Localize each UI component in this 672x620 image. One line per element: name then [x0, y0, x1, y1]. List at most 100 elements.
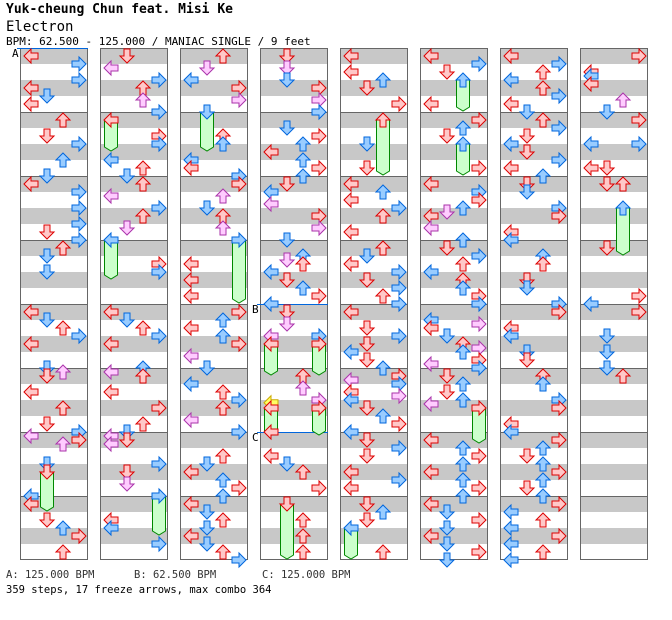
beat-stripe: [180, 336, 248, 352]
up-arrow-icon: [534, 488, 552, 504]
up-arrow-icon: [454, 200, 472, 216]
right-arrow-icon: [551, 87, 567, 105]
up-arrow-icon: [534, 112, 552, 128]
up-arrow-icon: [54, 400, 72, 416]
up-arrow-icon: [374, 408, 392, 424]
left-arrow-icon: [23, 175, 39, 193]
left-arrow-icon: [103, 303, 119, 321]
left-arrow-icon: [503, 535, 519, 553]
left-arrow-icon: [183, 347, 199, 365]
beat-stripe: [100, 528, 168, 544]
down-arrow-icon: [278, 272, 296, 288]
right-arrow-icon: [151, 455, 167, 473]
beat-stripe: [580, 336, 648, 352]
beat-stripe: [180, 464, 248, 480]
beat-stripe: [500, 80, 568, 96]
down-arrow-icon: [278, 120, 296, 136]
right-arrow-icon: [471, 543, 487, 561]
beat-stripe: [500, 464, 568, 480]
left-arrow-icon: [503, 71, 519, 89]
right-arrow-icon: [471, 159, 487, 177]
down-arrow-icon: [198, 104, 216, 120]
left-arrow-icon: [423, 395, 439, 413]
bpm-c-label: C: 125.000 BPM: [262, 569, 351, 581]
down-arrow-icon: [358, 512, 376, 528]
right-arrow-icon: [311, 127, 327, 145]
left-arrow-icon: [183, 375, 199, 393]
right-arrow-icon: [231, 231, 247, 249]
right-arrow-icon: [151, 263, 167, 281]
left-arrow-icon: [103, 363, 119, 381]
left-arrow-icon: [423, 527, 439, 545]
beat-stripe: [340, 304, 408, 320]
right-arrow-icon: [311, 219, 327, 237]
down-arrow-icon: [118, 168, 136, 184]
left-arrow-icon: [263, 399, 279, 417]
left-arrow-icon: [503, 47, 519, 65]
beat-stripe: [500, 48, 568, 64]
up-arrow-icon: [214, 48, 232, 64]
bpm-legend: A: 125.000 BPM B: 62.500 BPM C: 125.000 BP…: [6, 569, 390, 581]
left-arrow-icon: [103, 383, 119, 401]
down-arrow-icon: [198, 456, 216, 472]
beat-stripe: [20, 112, 88, 128]
beat-stripe: [500, 400, 568, 416]
left-arrow-icon: [23, 79, 39, 97]
up-arrow-icon: [294, 280, 312, 296]
right-arrow-icon: [311, 287, 327, 305]
beat-stripe: [180, 208, 248, 224]
down-arrow-icon: [118, 220, 136, 236]
beat-stripe: [500, 304, 568, 320]
down-arrow-icon: [38, 512, 56, 528]
down-arrow-icon: [38, 248, 56, 264]
left-arrow-icon: [343, 175, 359, 193]
beat-stripe: [180, 272, 248, 288]
beat-stripe: [20, 208, 88, 224]
left-arrow-icon: [583, 75, 599, 93]
up-arrow-icon: [614, 368, 632, 384]
right-arrow-icon: [391, 295, 407, 313]
down-arrow-icon: [358, 248, 376, 264]
beat-stripe: [500, 496, 568, 512]
down-arrow-icon: [438, 520, 456, 536]
right-arrow-icon: [471, 399, 487, 417]
up-arrow-icon: [534, 80, 552, 96]
up-arrow-icon: [214, 544, 232, 560]
beat-stripe: [500, 432, 568, 448]
down-arrow-icon: [358, 400, 376, 416]
left-arrow-icon: [103, 519, 119, 537]
left-arrow-icon: [423, 263, 439, 281]
beat-stripe: [180, 304, 248, 320]
left-arrow-icon: [183, 527, 199, 545]
left-arrow-icon: [183, 463, 199, 481]
beat-stripe: [100, 400, 168, 416]
right-arrow-icon: [311, 479, 327, 497]
beat-stripe: [420, 176, 488, 192]
up-arrow-icon: [294, 152, 312, 168]
up-arrow-icon: [294, 464, 312, 480]
bpm-change-label: A: [12, 47, 19, 60]
down-arrow-icon: [198, 520, 216, 536]
right-arrow-icon: [551, 463, 567, 481]
down-arrow-icon: [518, 352, 536, 368]
beat-stripe: [500, 528, 568, 544]
down-arrow-icon: [358, 160, 376, 176]
right-arrow-icon: [391, 439, 407, 457]
up-arrow-icon: [54, 436, 72, 452]
down-arrow-icon: [38, 168, 56, 184]
chart-summary: 359 steps, 17 freeze arrows, max combo 3…: [6, 584, 272, 596]
down-arrow-icon: [38, 88, 56, 104]
up-arrow-icon: [454, 120, 472, 136]
right-arrow-icon: [551, 207, 567, 225]
right-arrow-icon: [151, 103, 167, 121]
beat-stripe: [580, 48, 648, 64]
right-arrow-icon: [151, 399, 167, 417]
beat-stripe: [420, 304, 488, 320]
right-arrow-icon: [231, 175, 247, 193]
left-arrow-icon: [183, 495, 199, 513]
beat-stripe: [340, 48, 408, 64]
down-arrow-icon: [518, 448, 536, 464]
beat-stripe: [420, 272, 488, 288]
beat-stripe: [580, 496, 648, 512]
